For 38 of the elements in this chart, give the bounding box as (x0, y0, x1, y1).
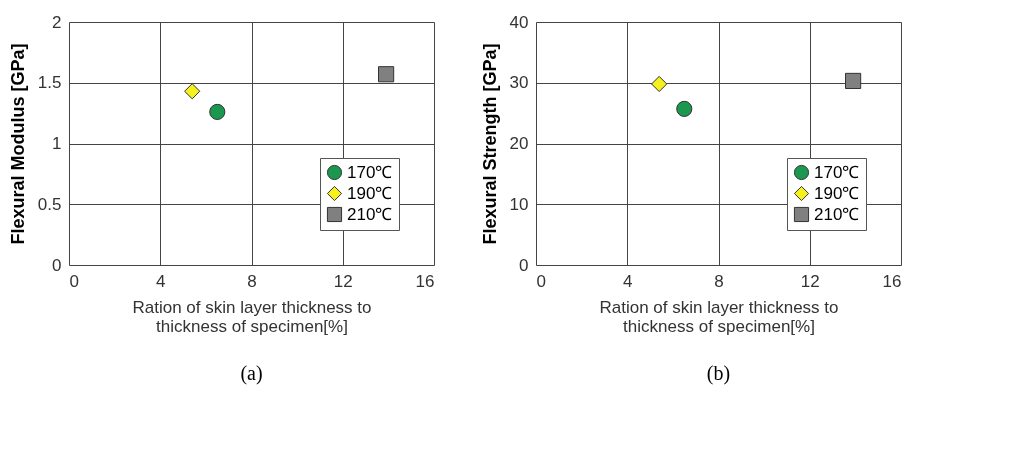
legend-label: 210℃ (347, 204, 393, 224)
point (209, 103, 226, 120)
y-tick-label: 0 (52, 255, 62, 275)
x-tick-label: 0 (536, 271, 546, 291)
legend-label: 210℃ (814, 204, 860, 224)
text: (b) (706, 362, 731, 385)
legend-label: 170℃ (347, 162, 393, 182)
point (676, 100, 693, 117)
y-axis-title: Flexural Strength [GPa] (479, 43, 500, 245)
x-tick-label: 16 (415, 271, 435, 291)
point (378, 66, 395, 83)
y-tick-label: 1.5 (37, 73, 62, 93)
legend-label: 190℃ (347, 183, 393, 203)
x-tick-label: 8 (714, 271, 724, 291)
y-tick-label: 20 (509, 134, 529, 153)
x-tick-label: 12 (800, 271, 820, 291)
x-tick-label: 8 (247, 271, 257, 291)
point (845, 72, 862, 90)
point (651, 75, 668, 93)
legend-label: 190℃ (814, 183, 860, 203)
x-tick-label: 4 (623, 271, 633, 291)
y-axis-title: Flexural Modulus [GPa] (7, 43, 28, 245)
y-tick-label: 10 (509, 194, 529, 214)
point (184, 83, 201, 100)
y-tick-label: 0.5 (37, 194, 62, 214)
x-axis-title: Ration of skin layer thickness to thickness of specimen[%] (132, 297, 372, 336)
y-tick-label: 2 (52, 12, 62, 32)
y-tick-label: 40 (509, 12, 529, 32)
x-tick-label: 16 (882, 271, 902, 291)
legend-label: 170℃ (814, 162, 860, 182)
y-tick-label: 1 (52, 134, 62, 153)
y-tick-label: 30 (509, 73, 529, 93)
x-tick-label: 0 (69, 271, 79, 291)
x-axis-title: Ration of skin layer thickness to thickness of specimen[%] (599, 297, 839, 336)
x-tick-label: 4 (156, 271, 166, 291)
text: (a) (240, 362, 263, 385)
y-tick-label: 0 (519, 255, 529, 275)
x-tick-label: 12 (333, 271, 353, 291)
